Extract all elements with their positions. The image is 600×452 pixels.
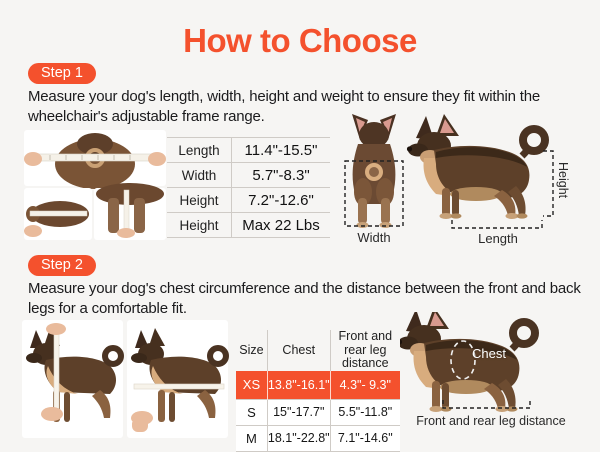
step1-description: Measure your dog's length, width, height… (28, 88, 540, 125)
measure-value: 11.4"-15.5" (244, 141, 318, 159)
length-label: Length (478, 231, 518, 246)
header-chest: Chest (266, 330, 331, 371)
rear-view-dog (352, 114, 396, 228)
chest-label: Chest (472, 346, 506, 361)
measure-value: 7.2"-12.6" (231, 187, 330, 213)
chest-cell: 15"-17.7" (266, 398, 331, 425)
table-header-row: Size Chest Front and rear leg distance (236, 329, 400, 371)
measure-label: Width (167, 162, 232, 188)
step1-measuring-photos (24, 130, 166, 240)
chest-cell: 18.1"-22.8" (266, 424, 331, 452)
table-row: Width 5.7"-8.3" (167, 162, 330, 188)
frame-range-table: Length 11.4"-15.5" Width 5.7"-8.3" Heigh… (167, 137, 330, 238)
measure-label: Height (167, 212, 232, 238)
size-chart-table: Size Chest Front and rear leg distance X… (236, 329, 400, 452)
leg-distance-cell: 5.5"-11.8" (329, 398, 400, 425)
measure-value: Max 22 Lbs (231, 212, 330, 238)
size-cell: XS (236, 370, 268, 399)
size-cell: S (236, 398, 268, 425)
side-view-dog (400, 312, 539, 412)
measure-value: 5.7"-8.3" (231, 162, 330, 188)
height-measure-bracket (543, 150, 554, 217)
width-measure-box (344, 160, 404, 227)
measure-label: Height (167, 187, 232, 213)
step2-description: Measure your dog's chest circumference a… (28, 280, 581, 317)
width-label: Width (357, 230, 391, 245)
header-size: Size (239, 342, 264, 357)
page-title: How to Choose (183, 22, 417, 59)
header-leg-distance: Front and rear leg distance (329, 329, 400, 371)
height-label: Height (556, 162, 570, 199)
table-row: Height Max 22 Lbs (167, 212, 330, 238)
step2-dog-diagram (400, 312, 539, 412)
measure-label: Length (167, 137, 232, 163)
step2-measuring-photos (22, 320, 229, 438)
leg-distance-cell: 4.3"- 9.3" (329, 370, 400, 399)
leg-distance-bracket (442, 400, 531, 409)
table-row-s: S 15"-17.7" 5.5"-11.8" (236, 398, 400, 425)
chest-cell: 13.8"-16.1" (266, 370, 331, 399)
table-row: Height 7.2"-12.6" (167, 187, 330, 213)
table-row: Length 11.4"-15.5" (167, 137, 330, 163)
chest-measure-ellipse (450, 340, 476, 380)
table-row-xs-highlighted: XS 13.8"-16.1" 4.3"- 9.3" (236, 370, 400, 399)
leg-distance-cell: 7.1"-14.6" (329, 424, 400, 452)
length-measure-bracket (451, 220, 543, 229)
table-row-m: M 18.1"-22.8" 7.1"-14.6" (236, 424, 400, 452)
leg-distance-label: Front and rear leg distance (416, 414, 566, 428)
step2-badge: Step 2 (28, 255, 96, 276)
side-view-dog (406, 114, 549, 219)
step1-badge: Step 1 (28, 63, 96, 84)
step1-dog-diagram (344, 114, 554, 229)
size-cell: M (236, 424, 268, 452)
